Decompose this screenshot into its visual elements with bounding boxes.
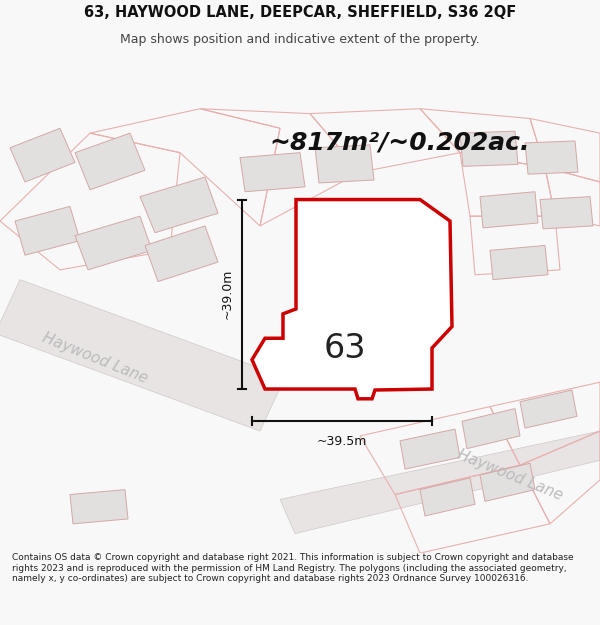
Polygon shape	[280, 431, 600, 534]
Polygon shape	[400, 429, 460, 469]
Polygon shape	[140, 177, 218, 232]
Polygon shape	[462, 409, 520, 449]
Text: 63, HAYWOOD LANE, DEEPCAR, SHEFFIELD, S36 2QF: 63, HAYWOOD LANE, DEEPCAR, SHEFFIELD, S3…	[84, 4, 516, 19]
Polygon shape	[460, 131, 518, 166]
Polygon shape	[75, 133, 145, 190]
Text: ~39.0m: ~39.0m	[221, 269, 234, 319]
Polygon shape	[520, 390, 577, 428]
Polygon shape	[540, 197, 593, 229]
Text: Contains OS data © Crown copyright and database right 2021. This information is : Contains OS data © Crown copyright and d…	[12, 553, 574, 583]
Polygon shape	[480, 192, 538, 228]
Text: ~817m²/~0.202ac.: ~817m²/~0.202ac.	[270, 131, 530, 155]
Polygon shape	[490, 246, 548, 279]
Polygon shape	[70, 489, 128, 524]
Polygon shape	[480, 463, 535, 501]
Polygon shape	[315, 145, 374, 183]
Polygon shape	[240, 152, 305, 192]
Polygon shape	[252, 199, 452, 399]
Polygon shape	[10, 128, 75, 182]
Polygon shape	[525, 141, 578, 174]
Polygon shape	[0, 279, 285, 431]
Polygon shape	[420, 478, 475, 516]
Text: Map shows position and indicative extent of the property.: Map shows position and indicative extent…	[120, 33, 480, 46]
Text: Haywood Lane: Haywood Lane	[40, 330, 150, 386]
Polygon shape	[145, 226, 218, 282]
Text: Haywood Lane: Haywood Lane	[455, 447, 565, 503]
Text: ~39.5m: ~39.5m	[317, 435, 367, 448]
Polygon shape	[75, 216, 152, 270]
Polygon shape	[15, 206, 80, 255]
Text: 63: 63	[324, 331, 366, 364]
